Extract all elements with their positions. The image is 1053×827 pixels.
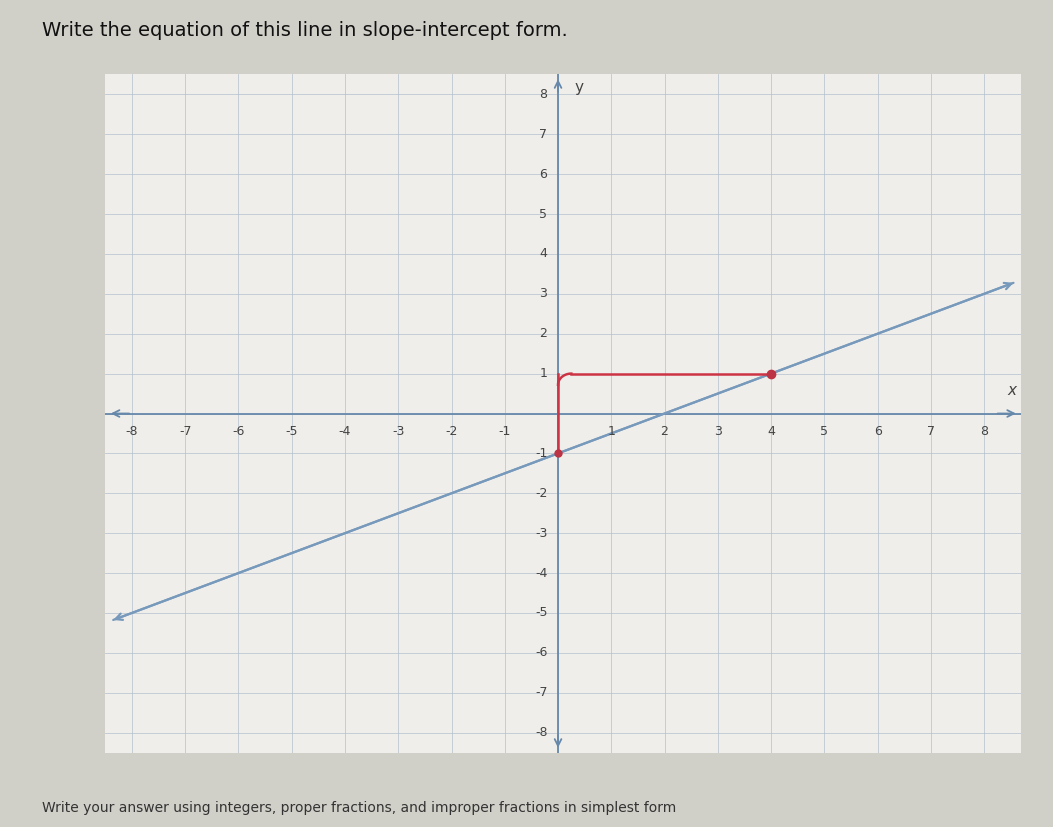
Text: 7: 7 bbox=[927, 425, 935, 438]
Text: -1: -1 bbox=[498, 425, 511, 438]
Text: x: x bbox=[1007, 383, 1016, 398]
Text: Write your answer using integers, proper fractions, and improper fractions in si: Write your answer using integers, proper… bbox=[42, 801, 676, 815]
Text: -1: -1 bbox=[535, 447, 548, 460]
Text: 3: 3 bbox=[539, 287, 548, 300]
Text: 1: 1 bbox=[539, 367, 548, 380]
Text: 7: 7 bbox=[539, 127, 548, 141]
Text: Write the equation of this line in slope-intercept form.: Write the equation of this line in slope… bbox=[42, 21, 568, 40]
Text: -6: -6 bbox=[233, 425, 244, 438]
Text: 4: 4 bbox=[768, 425, 775, 438]
Text: 3: 3 bbox=[714, 425, 721, 438]
Text: -5: -5 bbox=[535, 606, 548, 619]
Text: -2: -2 bbox=[535, 487, 548, 500]
Text: 8: 8 bbox=[980, 425, 988, 438]
Text: 6: 6 bbox=[874, 425, 881, 438]
Text: -7: -7 bbox=[179, 425, 192, 438]
Text: y: y bbox=[574, 80, 583, 95]
Text: -6: -6 bbox=[535, 647, 548, 659]
Text: -3: -3 bbox=[535, 527, 548, 540]
Text: 2: 2 bbox=[660, 425, 669, 438]
Text: -2: -2 bbox=[445, 425, 458, 438]
Text: 4: 4 bbox=[539, 247, 548, 261]
Text: 5: 5 bbox=[820, 425, 829, 438]
Text: -4: -4 bbox=[339, 425, 351, 438]
Text: 2: 2 bbox=[539, 327, 548, 340]
Text: 1: 1 bbox=[608, 425, 615, 438]
Text: 6: 6 bbox=[539, 168, 548, 180]
Text: -8: -8 bbox=[125, 425, 138, 438]
Text: -7: -7 bbox=[535, 686, 548, 700]
Text: -8: -8 bbox=[535, 726, 548, 739]
Text: -5: -5 bbox=[285, 425, 298, 438]
Text: 8: 8 bbox=[539, 88, 548, 101]
Text: -3: -3 bbox=[392, 425, 404, 438]
Text: -4: -4 bbox=[535, 566, 548, 580]
Text: 5: 5 bbox=[539, 208, 548, 221]
